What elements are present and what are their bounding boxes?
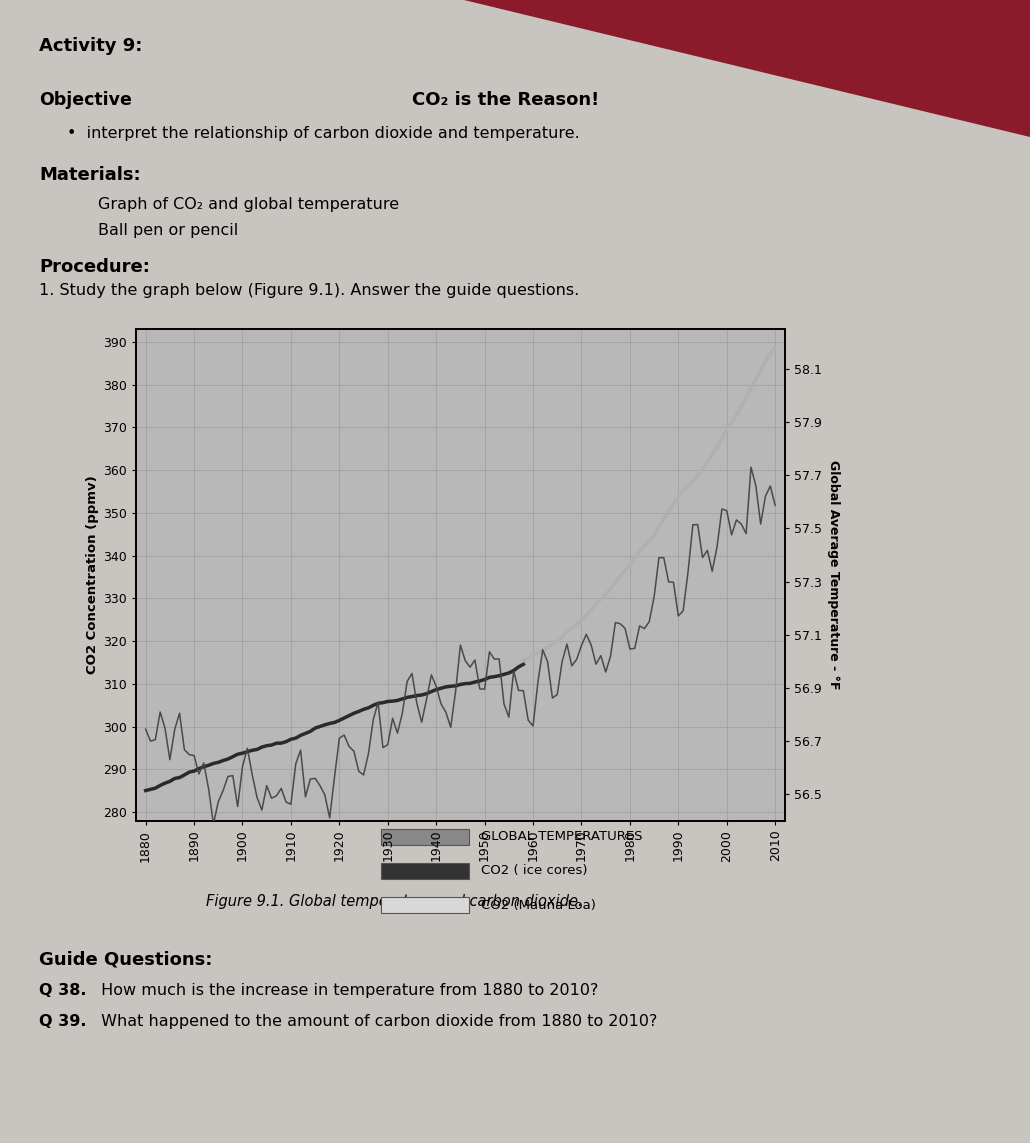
Text: Graph of CO₂ and global temperature: Graph of CO₂ and global temperature bbox=[98, 197, 399, 211]
Text: How much is the increase in temperature from 1880 to 2010?: How much is the increase in temperature … bbox=[96, 983, 598, 998]
Text: Materials:: Materials: bbox=[39, 166, 141, 184]
Text: CO2 ( ice cores): CO2 ( ice cores) bbox=[481, 864, 587, 878]
Y-axis label: CO2 Concentration (ppmv): CO2 Concentration (ppmv) bbox=[85, 475, 99, 674]
Y-axis label: Global Average Temperature - °F: Global Average Temperature - °F bbox=[827, 461, 840, 689]
FancyBboxPatch shape bbox=[381, 863, 469, 879]
FancyBboxPatch shape bbox=[381, 897, 469, 913]
Text: Figure 9.1. Global temperature and carbon dioxide.: Figure 9.1. Global temperature and carbo… bbox=[206, 894, 583, 909]
Text: Q 38.: Q 38. bbox=[39, 983, 87, 998]
Text: CO2 (Mauna Loa): CO2 (Mauna Loa) bbox=[481, 898, 596, 912]
Text: •  interpret the relationship of carbon dioxide and temperature.: • interpret the relationship of carbon d… bbox=[67, 126, 580, 141]
Text: Procedure:: Procedure: bbox=[39, 258, 150, 277]
Text: GLOBAL TEMPERATURES: GLOBAL TEMPERATURES bbox=[481, 830, 643, 844]
Text: Guide Questions:: Guide Questions: bbox=[39, 951, 212, 969]
Text: Q 39.: Q 39. bbox=[39, 1014, 87, 1029]
Text: Activity 9:: Activity 9: bbox=[39, 37, 142, 55]
Text: What happened to the amount of carbon dioxide from 1880 to 2010?: What happened to the amount of carbon di… bbox=[96, 1014, 657, 1029]
FancyBboxPatch shape bbox=[381, 829, 469, 845]
Polygon shape bbox=[464, 0, 1030, 137]
Text: Ball pen or pencil: Ball pen or pencil bbox=[98, 223, 238, 238]
Text: CO₂ is the Reason!: CO₂ is the Reason! bbox=[412, 91, 599, 110]
Text: 1. Study the graph below (Figure 9.1). Answer the guide questions.: 1. Study the graph below (Figure 9.1). A… bbox=[39, 283, 580, 298]
Text: Objective: Objective bbox=[39, 91, 132, 110]
